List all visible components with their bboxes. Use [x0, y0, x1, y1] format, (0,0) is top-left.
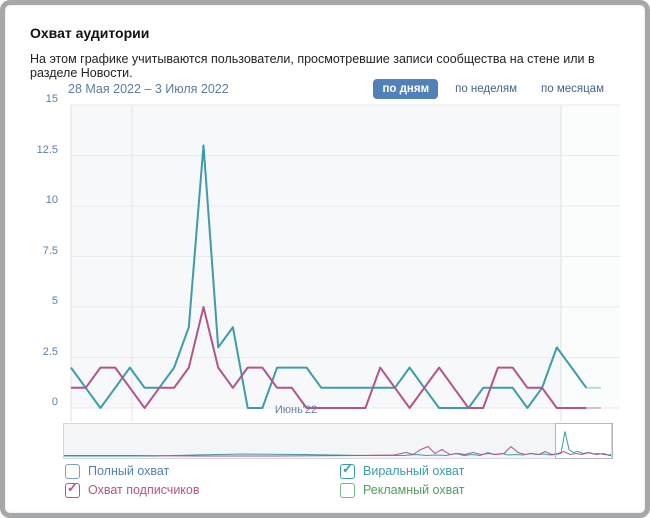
y-axis-label: 15 [45, 93, 58, 105]
granularity-tabs: по дням по неделям по месяцам [373, 79, 611, 99]
legend-item-full[interactable]: Полный охват [65, 463, 169, 479]
minimap-strip[interactable] [63, 423, 612, 459]
tab-by-days[interactable]: по дням [373, 79, 439, 99]
y-axis-label: 2.5 [42, 345, 58, 358]
minimap-line [64, 431, 611, 457]
checkmark-icon: ✓ [67, 479, 78, 495]
legend-item-ads[interactable]: Рекламный охват [340, 482, 465, 498]
line-subscribers [71, 306, 587, 409]
line-viral [70, 144, 588, 409]
legend-item-subscribers[interactable]: ✓ Охват подписчиков [65, 479, 200, 498]
minimap-selection[interactable] [555, 423, 613, 459]
page-description: На этом графике учитываются пользователи… [30, 52, 595, 80]
legend-checkbox-viral[interactable]: ✓ [340, 460, 355, 479]
legend-label-viral: Виральный охват [363, 464, 465, 478]
y-axis-label: 12.5 [36, 143, 58, 156]
y-axis-label: 5 [51, 295, 58, 307]
page-title: Охват аудитории [30, 25, 150, 41]
y-axis-label: 0 [51, 396, 58, 408]
legend-label-full: Полный охват [88, 464, 170, 478]
legend-label-subscribers: Охват подписчиков [88, 483, 200, 497]
y-axis-label: 10 [45, 194, 58, 206]
date-range-label: 28 Мая 2022 – 3 Июля 2022 [68, 82, 229, 96]
legend-checkbox-ads[interactable] [340, 482, 355, 498]
legend-checkbox-full[interactable] [65, 463, 80, 479]
checkmark-icon: ✓ [342, 460, 353, 476]
tab-by-months[interactable]: по месяцам [541, 83, 604, 95]
legend-label-ads: Рекламный охват [363, 483, 465, 497]
reach-line-chart [70, 104, 620, 422]
legend-item-viral[interactable]: ✓ Виральный охват [340, 460, 465, 479]
x-axis-month-label: Июнь'22 [274, 404, 318, 416]
minimap-line [64, 445, 611, 457]
legend-checkbox-subscribers[interactable]: ✓ [65, 479, 80, 498]
y-axis-label: 7.5 [42, 244, 58, 257]
tab-by-weeks[interactable]: по неделям [455, 83, 517, 95]
